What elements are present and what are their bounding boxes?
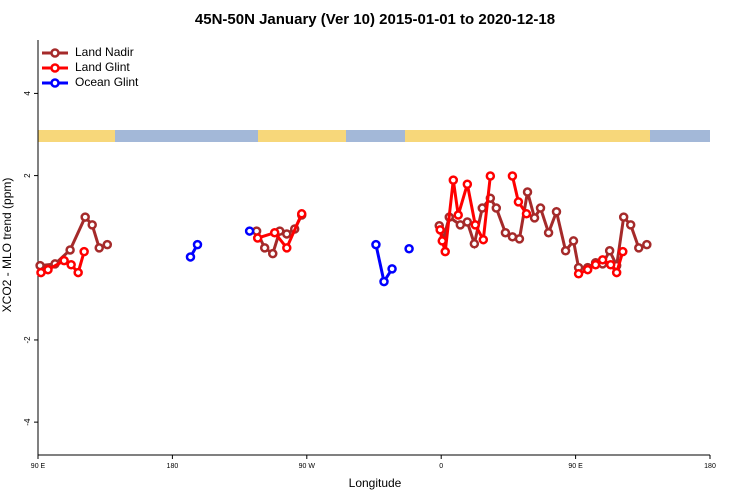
point (618, 212, 629, 222)
point (65, 245, 75, 255)
series-line (39, 191, 648, 271)
point (80, 212, 90, 222)
point (387, 264, 397, 274)
legend-label: Land Glint (75, 60, 130, 74)
legend-label: Ocean Glint (75, 75, 139, 89)
point (244, 226, 255, 236)
point (282, 229, 292, 239)
point (73, 267, 83, 278)
point (404, 243, 414, 254)
point (491, 203, 502, 213)
point (462, 217, 473, 227)
point (448, 175, 459, 185)
point (625, 220, 636, 230)
point (79, 246, 89, 257)
point (435, 225, 445, 235)
x-axis-label: Longitude (349, 476, 402, 490)
point (642, 239, 652, 250)
point (611, 267, 622, 278)
point (252, 233, 263, 243)
point (573, 269, 584, 279)
x-tick-label: 90 E (31, 463, 46, 470)
x-tick-label: 180 (704, 463, 716, 470)
point (485, 171, 496, 181)
point (522, 187, 533, 197)
x-tick-label: 90 E (568, 463, 583, 470)
point (462, 179, 473, 189)
point (604, 246, 615, 256)
legend-marker (50, 63, 60, 73)
point (453, 210, 463, 220)
y-axis-label: XCO2 - MLO trend (ppm) (0, 178, 14, 313)
point (618, 246, 628, 257)
point (102, 239, 113, 250)
y-tick-label: -4 (23, 418, 32, 426)
x-tick-label: 0 (439, 463, 443, 470)
point (535, 203, 546, 213)
y-tick-label: 2 (23, 173, 32, 178)
point (597, 255, 608, 265)
point (296, 209, 307, 219)
point (43, 264, 53, 275)
point (590, 260, 601, 270)
point (507, 171, 518, 181)
legend-marker (50, 78, 60, 88)
point (605, 260, 616, 270)
y-tick-label: -2 (23, 336, 32, 344)
point (185, 252, 196, 262)
point (371, 239, 381, 250)
series-line (190, 245, 409, 282)
point (513, 197, 524, 207)
point (259, 243, 270, 253)
map-strip (38, 130, 710, 142)
point (268, 248, 278, 259)
point (568, 236, 579, 246)
point (192, 239, 203, 250)
legend-label: Land Nadir (75, 45, 134, 59)
point (500, 227, 511, 238)
point (59, 255, 69, 266)
point (521, 209, 532, 219)
point (582, 264, 593, 275)
point (470, 220, 480, 230)
point (551, 207, 562, 217)
point (478, 234, 489, 245)
y-tick-label: 4 (23, 91, 32, 96)
point (66, 260, 76, 270)
chart-title: 45N-50N January (Ver 10) 2015-01-01 to 2… (195, 11, 555, 28)
legend-marker (50, 48, 60, 58)
point (282, 243, 292, 253)
point (469, 239, 480, 249)
point (514, 234, 525, 244)
point (543, 227, 554, 238)
x-tick-label: 180 (167, 463, 179, 470)
series-line (40, 175, 625, 276)
point (379, 276, 389, 287)
point (560, 246, 571, 256)
x-tick-label: 90 W (299, 463, 316, 470)
point (269, 227, 280, 238)
point (529, 213, 540, 223)
point (440, 246, 450, 257)
point (437, 236, 447, 246)
point (94, 243, 104, 253)
point (87, 220, 97, 230)
point (634, 243, 644, 253)
point (477, 203, 488, 213)
